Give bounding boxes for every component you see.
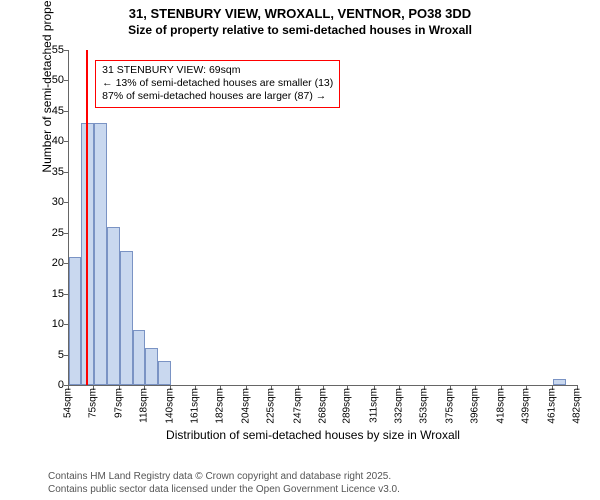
y-tick-mark: [64, 50, 68, 51]
histogram-bar: [553, 379, 565, 385]
x-tick-label: 182sqm: [215, 388, 226, 424]
y-tick-label: 10: [34, 318, 64, 330]
x-tick-label: 75sqm: [87, 388, 98, 418]
histogram-bar: [120, 251, 132, 385]
y-tick-mark: [64, 355, 68, 356]
x-tick-label: 268sqm: [317, 388, 328, 424]
marker-vertical-line: [86, 50, 88, 385]
y-tick-label: 35: [34, 166, 64, 178]
x-axis-title: Distribution of semi-detached houses by …: [48, 428, 578, 442]
footer-line1: Contains HM Land Registry data © Crown c…: [48, 470, 400, 483]
y-tick-label: 40: [34, 135, 64, 147]
x-tick-label: 289sqm: [342, 388, 353, 424]
annotation-line: 31 STENBURY VIEW: 69sqm: [102, 64, 333, 77]
y-tick-label: 15: [34, 288, 64, 300]
x-tick-label: 332sqm: [393, 388, 404, 424]
y-tick-label: 0: [34, 379, 64, 391]
chart-container: 31, STENBURY VIEW, WROXALL, VENTNOR, PO3…: [0, 0, 600, 500]
x-tick-label: 418sqm: [495, 388, 506, 424]
footer-line2: Contains public sector data licensed und…: [48, 483, 400, 496]
x-tick-label: 204sqm: [241, 388, 252, 424]
x-tick-label: 161sqm: [190, 388, 201, 424]
histogram-bar: [145, 348, 158, 385]
x-tick-label: 140sqm: [165, 388, 176, 424]
annotation-line: 87% of semi-detached houses are larger (…: [102, 90, 333, 103]
y-tick-mark: [64, 80, 68, 81]
x-tick-label: 118sqm: [139, 388, 150, 423]
y-tick-mark: [64, 294, 68, 295]
y-tick-mark: [64, 324, 68, 325]
x-tick-label: 225sqm: [266, 388, 277, 424]
y-tick-label: 20: [34, 257, 64, 269]
x-tick-label: 311sqm: [368, 388, 379, 423]
x-tick-label: 54sqm: [63, 388, 74, 418]
y-tick-mark: [64, 111, 68, 112]
y-tick-mark: [64, 141, 68, 142]
x-tick-label: 375sqm: [444, 388, 455, 424]
x-tick-label: 396sqm: [469, 388, 480, 424]
y-tick-mark: [64, 202, 68, 203]
histogram-bar: [107, 227, 120, 385]
y-tick-label: 50: [34, 74, 64, 86]
x-tick-label: 439sqm: [520, 388, 531, 424]
histogram-bar: [69, 257, 81, 385]
histogram-bar: [158, 361, 171, 385]
y-tick-label: 5: [34, 349, 64, 361]
y-tick-label: 45: [34, 105, 64, 117]
chart-footer: Contains HM Land Registry data © Crown c…: [48, 470, 400, 496]
x-tick-label: 482sqm: [572, 388, 583, 424]
histogram-bar: [94, 123, 107, 385]
y-tick-mark: [64, 263, 68, 264]
y-tick-label: 55: [34, 44, 64, 56]
x-tick-label: 247sqm: [292, 388, 303, 424]
chart-title-line1: 31, STENBURY VIEW, WROXALL, VENTNOR, PO3…: [0, 0, 600, 23]
y-tick-mark: [64, 233, 68, 234]
y-tick-label: 30: [34, 196, 64, 208]
chart-title-line2: Size of property relative to semi-detach…: [0, 23, 600, 39]
x-tick-label: 461sqm: [547, 388, 558, 424]
annotation-box: 31 STENBURY VIEW: 69sqm← 13% of semi-det…: [95, 60, 340, 107]
y-tick-label: 25: [34, 227, 64, 239]
histogram-bar: [133, 330, 145, 385]
chart-inner: 31 STENBURY VIEW: 69sqm← 13% of semi-det…: [68, 50, 578, 386]
x-tick-label: 353sqm: [418, 388, 429, 424]
x-tick-label: 97sqm: [114, 388, 125, 418]
annotation-line: ← 13% of semi-detached houses are smalle…: [102, 77, 333, 90]
plot-area: Number of semi-detached properties 31 ST…: [48, 46, 578, 416]
y-tick-mark: [64, 172, 68, 173]
